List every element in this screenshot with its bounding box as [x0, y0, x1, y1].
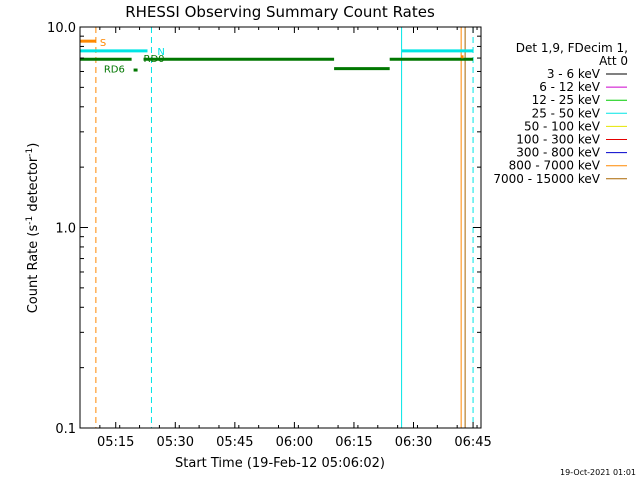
legend-label-6: 300 - 800 keV: [516, 146, 600, 160]
legend-label-5: 100 - 300 keV: [516, 133, 600, 147]
legend-label-8: 7000 - 15000 keV: [493, 172, 600, 186]
x-tick-label-1: 05:30: [157, 435, 194, 450]
annotation-s: S: [100, 38, 106, 49]
x-tick-label-2: 05:45: [216, 435, 253, 450]
legend-label-0: 3 - 6 keV: [547, 67, 601, 81]
x-axis-ticks: 05:15 05:30 05:45 06:00 06:15 06:30 06:45: [79, 27, 492, 450]
y-tick-label-2: 0.1: [55, 422, 76, 437]
y-tick-label-1: 1.0: [55, 222, 76, 237]
x-tick-label-6: 06:45: [454, 435, 491, 450]
legend-header-line2: Att 0: [599, 54, 628, 68]
x-axis-label: Start Time (19-Feb-12 05:06:02): [175, 456, 385, 471]
annotation-rd6: RD6: [104, 65, 125, 76]
x-tick-label-5: 06:30: [395, 435, 432, 450]
y-tick-label-0: 10.0: [47, 21, 76, 36]
legend-label-4: 50 - 100 keV: [524, 119, 601, 133]
annotation-rd0: RD0: [144, 54, 165, 65]
x-tick-label-0: 05:15: [97, 435, 134, 450]
y-axis-label: Count Rate (s-1 detector-1): [25, 143, 41, 314]
x-tick-label-3: 06:00: [276, 435, 313, 450]
legend-label-1: 6 - 12 keV: [539, 80, 601, 94]
legend-label-3: 25 - 50 keV: [532, 106, 601, 120]
plot-frame: [79, 26, 482, 429]
legend-label-2: 12 - 25 keV: [532, 93, 601, 107]
annotation-n: N: [157, 47, 164, 58]
legend-header-line1: Det 1,9, FDecim 1,: [516, 41, 628, 55]
legend-label-7: 800 - 7000 keV: [509, 159, 601, 173]
chart-title: RHESSI Observing Summary Count Rates: [125, 3, 435, 21]
footer-date: 19-Oct-2021 01:01: [560, 468, 636, 477]
x-tick-label-4: 06:15: [335, 435, 372, 450]
y-axis-ticks: 10.0 1.0 0.1: [47, 21, 481, 437]
